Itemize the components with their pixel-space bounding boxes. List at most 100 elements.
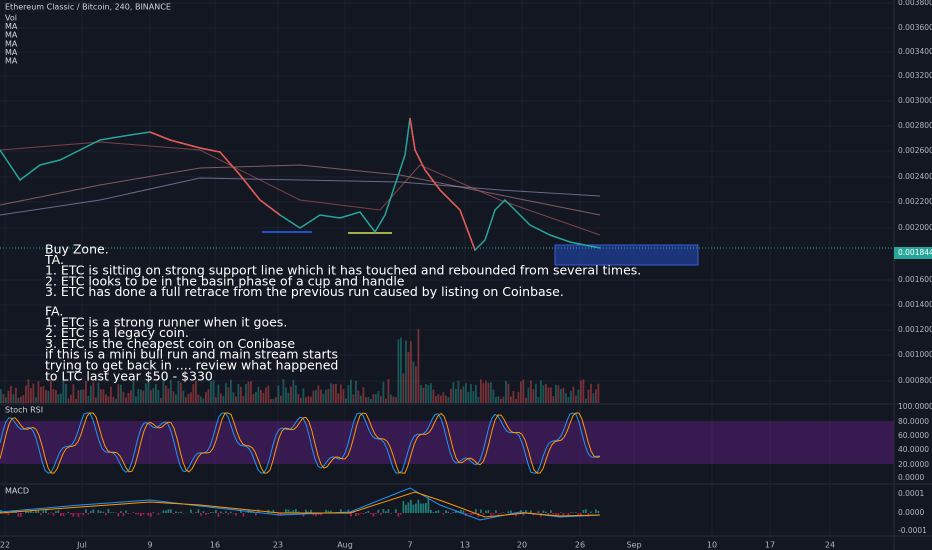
price-axis-label: 0.002000 <box>898 223 932 232</box>
volume-bar <box>125 397 127 403</box>
volume-bar <box>247 381 250 403</box>
price-axis-label: 0.002200 <box>898 197 932 206</box>
macd-bar <box>112 512 115 513</box>
volume-bar <box>182 390 185 403</box>
macd-bar <box>272 509 275 513</box>
macd-bar <box>475 509 477 513</box>
volume-bar <box>290 386 292 403</box>
volume-bar <box>102 389 105 403</box>
macd-bar <box>120 511 122 513</box>
macd-bar <box>372 513 375 517</box>
macd-bar <box>105 513 107 516</box>
volume-bar <box>22 395 25 403</box>
macd-bar <box>537 511 540 513</box>
volume-bar <box>380 396 382 403</box>
macd-bar <box>195 512 197 513</box>
volume-bar <box>397 339 400 403</box>
macd-bar <box>312 513 315 516</box>
date-label: Aug <box>337 541 353 550</box>
volume-bar <box>517 391 520 403</box>
macd-bar <box>7 513 10 516</box>
macd-bar <box>402 501 405 513</box>
volume-bar <box>525 397 527 403</box>
macd-bar <box>462 510 465 513</box>
volume-bar <box>277 385 280 403</box>
volume-bar <box>462 386 465 403</box>
volume-bar <box>490 382 492 403</box>
macd-bar <box>485 510 487 513</box>
volume-bar <box>10 385 12 403</box>
volume-bar <box>245 383 247 403</box>
macd-bar <box>222 513 225 514</box>
macd-bar <box>30 510 32 513</box>
volume-bar <box>482 383 485 403</box>
price-axis-label: 0.000800 <box>898 376 932 385</box>
macd-bar <box>290 511 292 513</box>
volume-bar <box>202 398 205 403</box>
volume-bar <box>472 391 475 403</box>
volume-bar <box>260 389 262 403</box>
macd-bar <box>310 509 312 513</box>
date-label: 17 <box>765 541 775 550</box>
volume-bar <box>120 384 122 403</box>
volume-bar <box>7 390 10 403</box>
macd-bar <box>597 510 600 513</box>
volume-bar <box>12 394 15 403</box>
annotation-line: TA. <box>44 252 64 267</box>
macd-bar <box>162 510 165 513</box>
macd-bar <box>122 513 125 517</box>
macd-bar <box>107 509 110 513</box>
volume-bar <box>122 391 125 403</box>
macd-bar <box>135 513 137 515</box>
volume-bar <box>132 380 135 403</box>
macd-bar <box>190 509 192 513</box>
volume-bar <box>512 391 515 403</box>
volume-bar <box>470 383 472 403</box>
volume-bar <box>152 387 155 403</box>
volume-bar <box>385 398 387 403</box>
volume-bar <box>575 395 577 403</box>
volume-bar <box>340 384 342 403</box>
macd-bar <box>325 509 327 513</box>
volume-bar <box>562 387 565 403</box>
volume-bar <box>150 390 152 403</box>
volume-bar <box>195 380 197 403</box>
volume-bar <box>412 361 415 403</box>
macd-axis-label: 0.0001 <box>898 489 924 498</box>
volume-bar <box>555 384 557 403</box>
macd-bar <box>67 511 70 513</box>
volume-bar <box>45 389 47 403</box>
volume-bar <box>350 379 352 403</box>
macd-bar <box>377 509 380 513</box>
volume-bar <box>557 385 560 403</box>
volume-bar <box>27 379 30 403</box>
volume-bar <box>440 395 442 403</box>
volume-bar <box>310 396 312 403</box>
volume-bar <box>250 381 252 403</box>
macd-bar <box>157 513 160 515</box>
volume-bar <box>82 389 85 403</box>
macd-bar <box>117 513 120 517</box>
volume-bar <box>50 379 52 403</box>
price-axis-label: 0.001200 <box>898 325 932 334</box>
volume-bar <box>212 380 215 403</box>
volume-bar <box>285 387 287 403</box>
macd-bar <box>72 513 75 517</box>
macd-bar <box>412 504 415 513</box>
macd-bar <box>85 509 87 513</box>
macd-bar <box>397 513 400 517</box>
macd-bar <box>110 512 112 513</box>
volume-bar <box>252 394 255 403</box>
volume-bar <box>165 385 167 403</box>
macd-bar <box>240 509 242 513</box>
macd-bar <box>197 509 200 513</box>
macd-bar <box>432 512 435 513</box>
macd-bar <box>230 511 232 513</box>
volume-bar <box>295 385 297 403</box>
volume-bar <box>80 389 82 403</box>
macd-bar <box>445 510 447 513</box>
stoch-axis-label: 100.0000 <box>898 402 932 411</box>
volume-bar <box>342 389 345 403</box>
macd-bar <box>352 512 355 513</box>
